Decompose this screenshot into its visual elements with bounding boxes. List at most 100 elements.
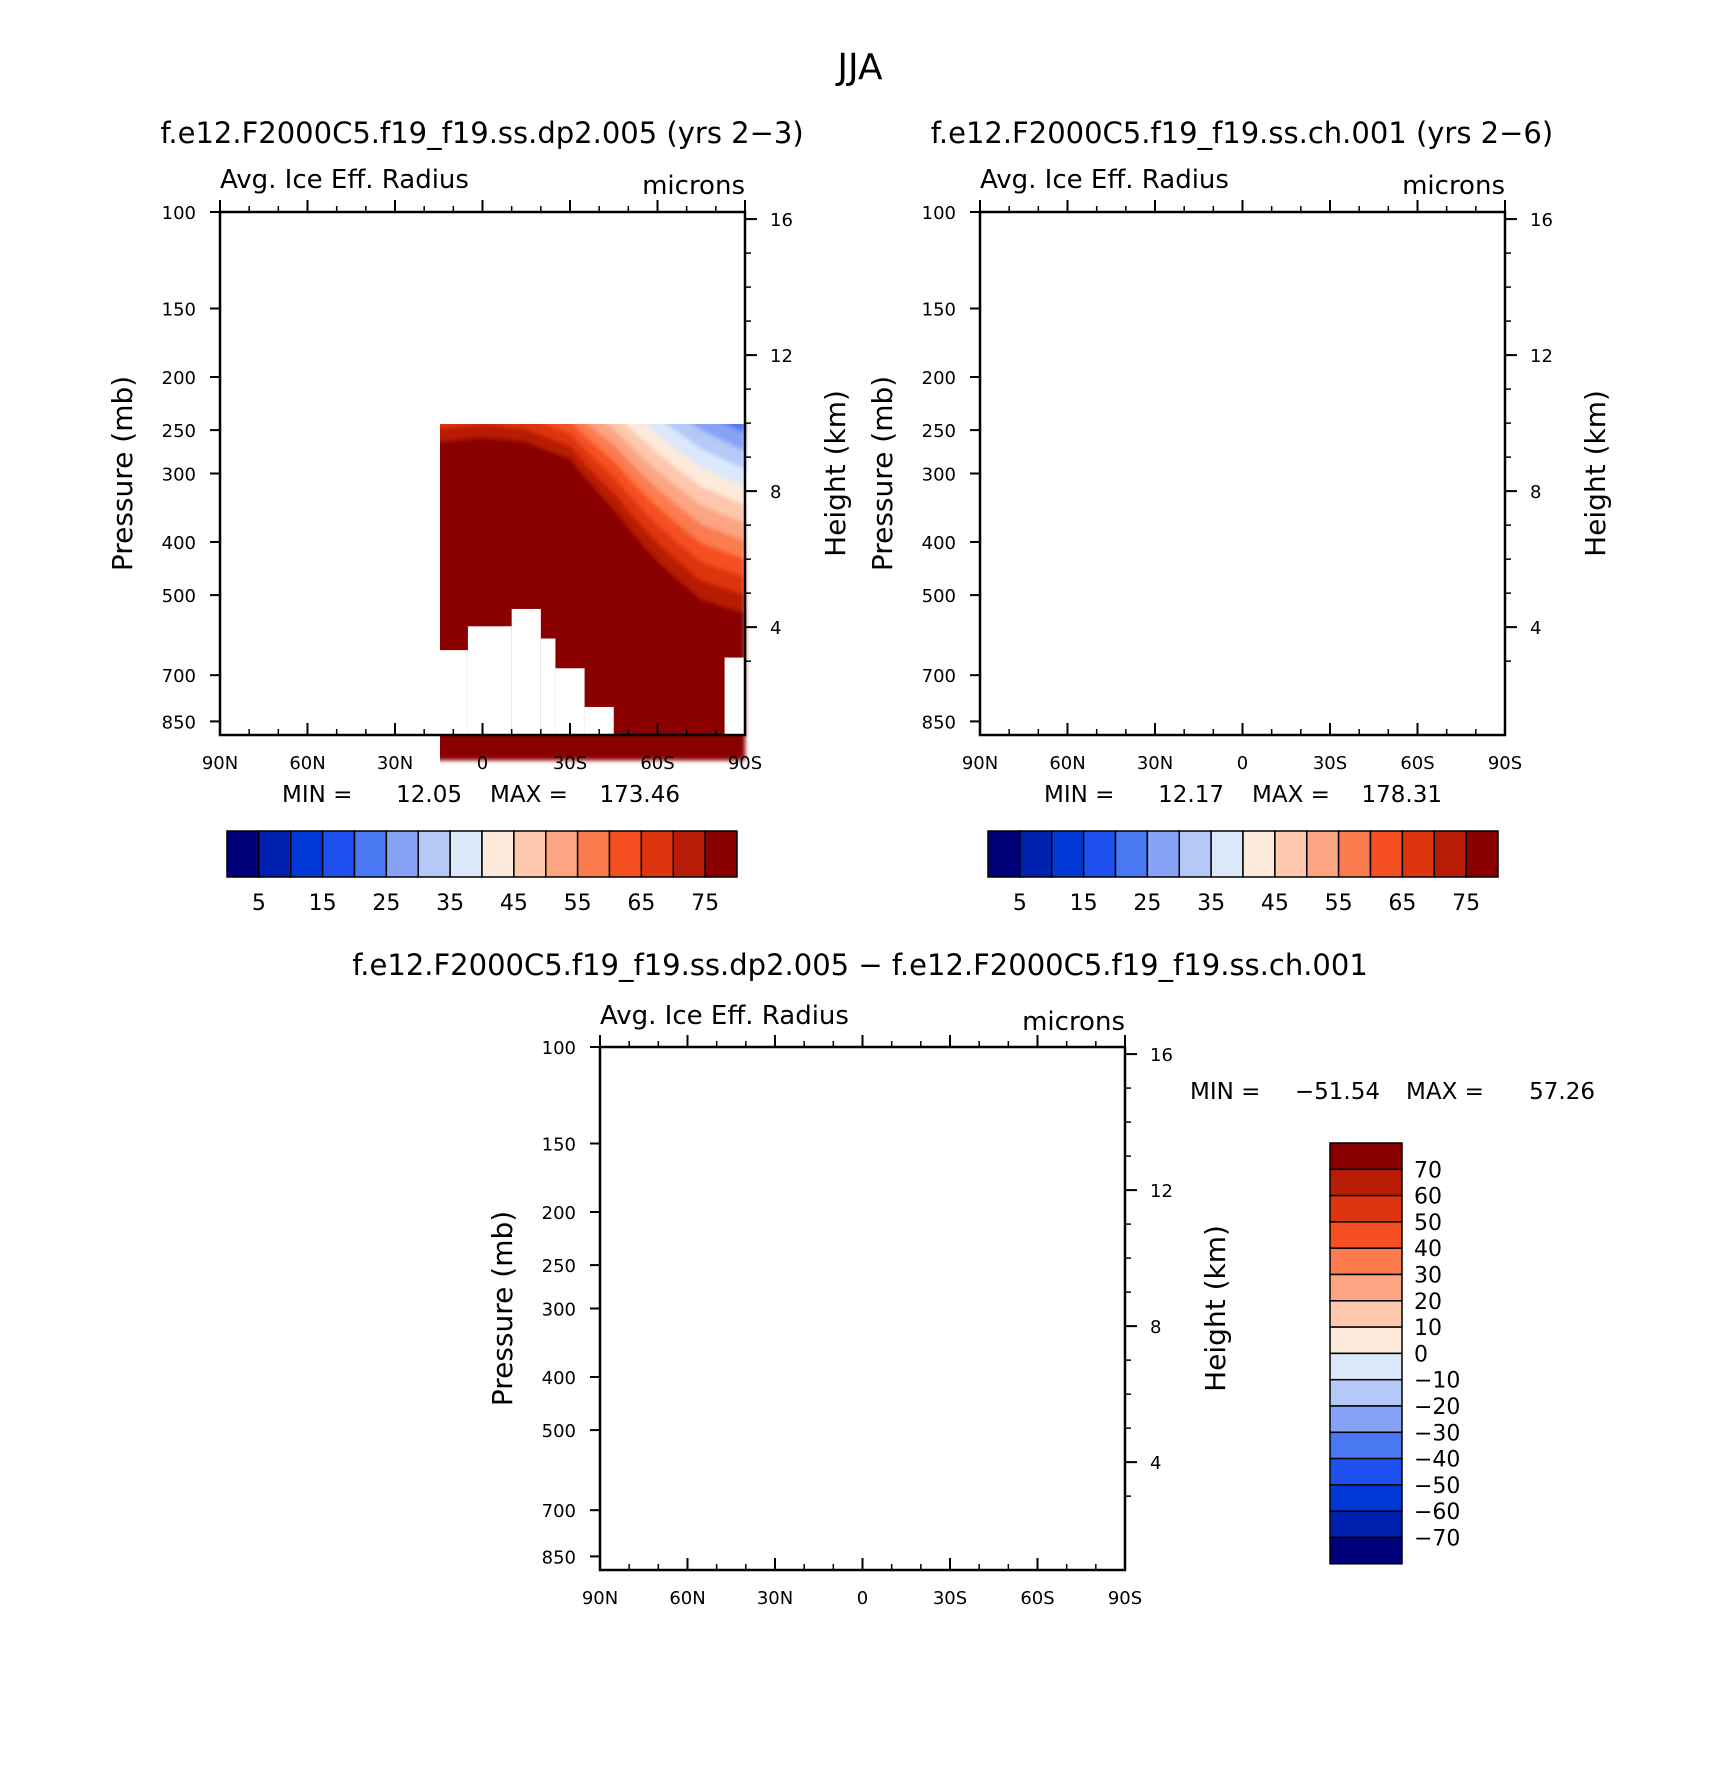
colorbar-swatch [513, 830, 547, 878]
contour-speck [823, 1461, 833, 1477]
missing-data-mask [299, 212, 337, 309]
contour-band-45 [980, 343, 1505, 502]
y-tick-label: 250 [542, 1256, 576, 1277]
colorbar-swatch [704, 830, 738, 878]
panel-right-units: microns [1402, 171, 1505, 201]
panel-left: f.e12.F2000C5.f19_f19.ss.dp2.005 (yrs 2−… [106, 116, 852, 916]
y-right-axis-label: Height (km) [819, 390, 852, 557]
y-tick-label: 200 [162, 368, 196, 389]
contour-band-50 [980, 356, 1505, 520]
y-tick-label: 700 [542, 1501, 576, 1522]
x-tick-label: 90S [1108, 1588, 1142, 1609]
y-right-tick-label: 12 [770, 346, 793, 367]
colorbar-swatch [1146, 830, 1180, 878]
y-tick-label: 300 [922, 465, 956, 486]
colorbar-swatch [608, 830, 643, 878]
y-tick-label: 100 [542, 1038, 576, 1059]
panel-diff: f.e12.F2000C5.f19_f19.ss.dp2.005 − f.e12… [352, 948, 1595, 1609]
colorbar-swatch [545, 830, 579, 878]
colorbar-label: 30 [1414, 1264, 1442, 1289]
y-tick-label: 150 [922, 300, 956, 321]
y-tick-label: 500 [162, 586, 196, 607]
missing-data-mask [440, 650, 468, 735]
y-tick-label: 850 [162, 712, 196, 733]
colorbar-label: 15 [1070, 891, 1098, 916]
y-right-tick-label: 4 [770, 618, 781, 639]
y-tick-label: 850 [542, 1547, 576, 1568]
missing-data-mask [1394, 309, 1406, 377]
y-tick-label: 100 [162, 203, 196, 224]
missing-data-mask [701, 212, 745, 377]
x-tick-label: 30N [377, 753, 413, 774]
y-right-axis-label: Height (km) [1579, 390, 1612, 557]
missing-data-mask [220, 212, 299, 377]
missing-data-mask [892, 1444, 921, 1570]
colorbar-swatch [1242, 830, 1276, 878]
missing-data-mask [1081, 1047, 1125, 1212]
colorbar-swatch [1329, 1326, 1403, 1355]
panel-right-subtitle: Avg. Ice Eff. Radius [980, 165, 1229, 195]
colorbar-swatch [226, 830, 260, 878]
colorbar-swatch [481, 830, 515, 878]
colorbar-swatch [1329, 1457, 1403, 1486]
y-right-tick-label: 4 [1150, 1453, 1161, 1474]
contour-band-10 [220, 253, 745, 379]
y-right-tick-label: 8 [770, 482, 781, 503]
panel-left-colorbar: 5 15 25 35 45 55 65 75 [226, 830, 738, 916]
missing-data-mask [980, 212, 1059, 377]
missing-data-mask [1097, 212, 1199, 309]
plot-frame [978, 210, 1507, 737]
x-tick-label: 60N [1049, 753, 1085, 774]
missing-data-mask [337, 212, 439, 309]
missing-data-mask [848, 1461, 892, 1570]
y-tick-label: 500 [922, 586, 956, 607]
contour-band-70 [980, 408, 1505, 591]
missing-data-mask [1068, 713, 1083, 735]
y-right-tick-label: 8 [1150, 1317, 1161, 1338]
y-tick-label: 150 [162, 300, 196, 321]
y-tick-label: 200 [542, 1203, 576, 1224]
contour-band-0-to-10 [819, 1309, 936, 1474]
colorbar-swatch [576, 830, 611, 878]
contour-speck [726, 1481, 736, 1497]
y-tick-label: 250 [162, 421, 196, 442]
colorbar-label: −20 [1414, 1395, 1460, 1420]
x-tick-label: 30S [933, 1588, 967, 1609]
panel-left-units: microns [642, 171, 745, 201]
colorbar-swatch [1433, 830, 1467, 878]
y-tick-label: 700 [162, 666, 196, 687]
colorbar-swatch [1274, 830, 1308, 878]
colorbar-swatch [1329, 1484, 1403, 1512]
missing-data-mask [724, 657, 745, 735]
colorbar-label: 70 [1414, 1158, 1442, 1183]
colorbar-swatch [1401, 830, 1435, 878]
x-tick-label: 60N [289, 753, 325, 774]
y-tick-label: 200 [922, 368, 956, 389]
contour-speck [881, 1459, 891, 1475]
colorbar-swatch [1329, 1300, 1403, 1328]
missing-data-mask [1301, 638, 1316, 735]
colorbar-label: 10 [1414, 1316, 1442, 1341]
contour-band-10 [980, 250, 1505, 376]
missing-data-mask [717, 1047, 819, 1144]
panel-left-max-label: MAX = [490, 782, 568, 808]
colorbar-label: 45 [1261, 891, 1289, 916]
x-tick-label: 30N [1137, 753, 1173, 774]
y-axis-label: Pressure (mb) [106, 376, 139, 571]
panel-diff-plot: 90N 60N 30N 0 30S 60S 90S 100 150 200 250 300 400 500… [486, 1035, 1232, 1609]
missing-data-mask [511, 608, 541, 735]
colorbar-label: 35 [1197, 891, 1225, 916]
contour-band-75 [980, 422, 1505, 609]
colorbar-label: 35 [436, 891, 464, 916]
panel-diff-subtitle: Avg. Ice Eff. Radius [600, 1001, 849, 1031]
missing-data-mask [1272, 609, 1301, 735]
y-right-tick-label: 4 [1530, 618, 1541, 639]
colorbar-label: 5 [252, 891, 266, 916]
figure-title: JJA [835, 47, 883, 88]
x-tick-label: 90N [582, 1588, 618, 1609]
colorbar-label: −60 [1414, 1500, 1460, 1525]
y-right-tick-label: 16 [1150, 1045, 1173, 1066]
colorbar-label: −30 [1414, 1421, 1460, 1446]
missing-data-mask [600, 1047, 679, 1212]
